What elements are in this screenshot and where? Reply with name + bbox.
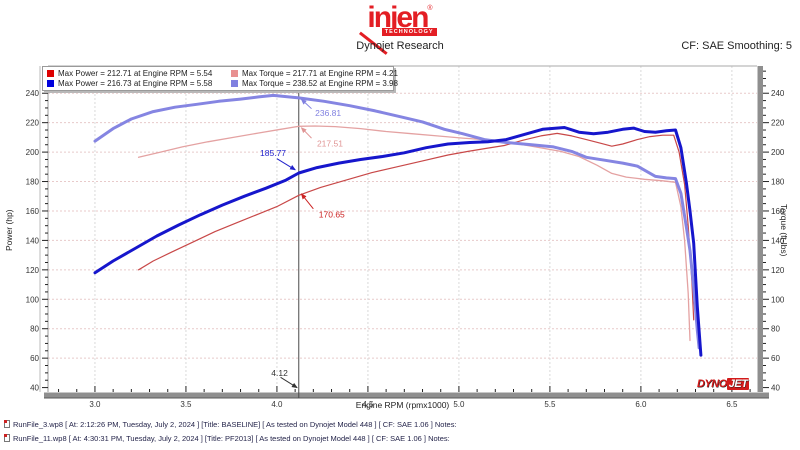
dynojet-logo-jet: JET bbox=[726, 378, 750, 390]
x-tick-label: 4.5 bbox=[362, 400, 374, 409]
annotation-arrow bbox=[300, 193, 314, 210]
run-file-line: RunFile_11.wp8 [ At: 4:30:31 PM, Tuesday… bbox=[4, 431, 457, 445]
y-tick-label-right: 240 bbox=[771, 89, 785, 98]
legend: Max Power = 212.71 at Engine RPM = 5.54 … bbox=[42, 66, 398, 91]
y-tick-label-left: 240 bbox=[26, 89, 40, 98]
dynojet-logo-dyno: DYNO bbox=[697, 378, 727, 390]
y-tick-label-left: 160 bbox=[26, 207, 40, 216]
x-tick-label: 6.5 bbox=[726, 400, 738, 409]
cursor-annotation: 236.81 bbox=[315, 108, 341, 118]
run-file-icon bbox=[4, 420, 10, 428]
x-tick-label: 3.5 bbox=[180, 400, 192, 409]
curve-pf2013-power bbox=[93, 126, 703, 357]
annotation-arrow bbox=[300, 98, 312, 110]
technology-tagline: TECHNOLOGY bbox=[381, 28, 437, 36]
run-file-text: RunFile_11.wp8 [ At: 4:30:31 PM, Tuesday… bbox=[13, 433, 450, 443]
y-tick-label-right: 220 bbox=[771, 119, 785, 128]
legend-label: Max Torque = 217.71 at Engine RPM = 4.21 bbox=[242, 69, 398, 78]
run-file-icon bbox=[4, 434, 10, 442]
power-axis-title: Power (hp) bbox=[4, 209, 14, 251]
registered-mark: ® bbox=[427, 5, 433, 12]
x-axis-bar bbox=[44, 392, 769, 398]
injen-logo: injen® TECHNOLOGY bbox=[0, 1, 800, 55]
x-tick-label: 3.0 bbox=[89, 400, 101, 409]
x-tick-label: 5.0 bbox=[453, 400, 465, 409]
legend-item: Max Power = 216.73 at Engine RPM = 5.58 bbox=[47, 79, 231, 88]
legend-swatch-blue bbox=[47, 80, 54, 87]
y-tick-label-right: 180 bbox=[771, 178, 785, 187]
legend-swatch-pink bbox=[231, 70, 238, 77]
smoothing-setting: CF: SAE Smoothing: 5 bbox=[681, 40, 792, 52]
y-tick-label-right: 80 bbox=[771, 325, 780, 334]
legend-label: Max Power = 212.71 at Engine RPM = 5.54 bbox=[58, 69, 213, 78]
legend-swatch-red bbox=[47, 70, 54, 77]
run-file-line: RunFile_3.wp8 [ At: 2:12:26 PM, Tuesday,… bbox=[4, 417, 457, 431]
legend-item: Max Torque = 238.52 at Engine RPM = 3.98 bbox=[231, 79, 398, 88]
y-tick-label-left: 80 bbox=[30, 325, 39, 334]
y-tick-label-right: 100 bbox=[771, 295, 785, 304]
legend-label: Max Torque = 238.52 at Engine RPM = 3.98 bbox=[242, 79, 398, 88]
y-tick-label-right: 200 bbox=[771, 148, 785, 157]
cursor-annotation: 170.65 bbox=[319, 210, 345, 220]
y-tick-label-right: 40 bbox=[771, 384, 780, 393]
cursor-annotation: 217.51 bbox=[317, 138, 343, 148]
curve-pf2013-torque bbox=[93, 93, 701, 350]
cursor-annotation: 185.77 bbox=[260, 148, 286, 158]
dynojet-watermark: DYNO JET bbox=[697, 378, 750, 390]
brand-text: injen bbox=[367, 1, 429, 34]
y-axis-bar-right bbox=[757, 66, 763, 392]
y-tick-label-left: 120 bbox=[26, 266, 40, 275]
x-tick-label: 5.5 bbox=[544, 400, 556, 409]
y-tick-label-left: 40 bbox=[30, 384, 39, 393]
run-file-list: RunFile_3.wp8 [ At: 2:12:26 PM, Tuesday,… bbox=[4, 417, 457, 445]
run-file-text: RunFile_3.wp8 [ At: 2:12:26 PM, Tuesday,… bbox=[13, 419, 457, 429]
legend-item: Max Power = 212.71 at Engine RPM = 5.54 bbox=[47, 69, 231, 78]
legend-label: Max Power = 216.73 at Engine RPM = 5.58 bbox=[58, 79, 213, 88]
curve-baseline-power bbox=[138, 132, 695, 321]
page-title: Dynojet Research bbox=[356, 40, 444, 52]
torque-axis-title: Torque (ft-lbs) bbox=[779, 203, 789, 257]
legend-swatch-lightblue bbox=[231, 80, 238, 87]
legend-item: Max Torque = 217.71 at Engine RPM = 4.21 bbox=[231, 69, 398, 78]
y-tick-label-left: 220 bbox=[26, 119, 40, 128]
y-tick-label-left: 180 bbox=[26, 178, 40, 187]
plot-background bbox=[48, 66, 757, 392]
annotation-arrow bbox=[300, 127, 312, 139]
y-tick-label-right: 60 bbox=[771, 354, 780, 363]
y-tick-label-right: 120 bbox=[771, 266, 785, 275]
curve-baseline-torque bbox=[137, 125, 691, 342]
y-tick-label-right: 160 bbox=[771, 207, 785, 216]
x-tick-label: 4.0 bbox=[271, 400, 283, 409]
annotation-arrow bbox=[280, 376, 298, 389]
annotation-arrow bbox=[276, 158, 296, 171]
y-tick-label-left: 60 bbox=[30, 354, 39, 363]
cursor-annotation: 4.12 bbox=[271, 368, 288, 378]
y-tick-label-left: 100 bbox=[26, 295, 40, 304]
y-tick-label-right: 140 bbox=[771, 236, 785, 245]
rpm-axis-title: Engine RPM (rpmx1000) bbox=[355, 400, 450, 410]
y-tick-label-left: 200 bbox=[26, 148, 40, 157]
x-tick-label: 6.0 bbox=[635, 400, 647, 409]
y-tick-label-left: 140 bbox=[26, 236, 40, 245]
